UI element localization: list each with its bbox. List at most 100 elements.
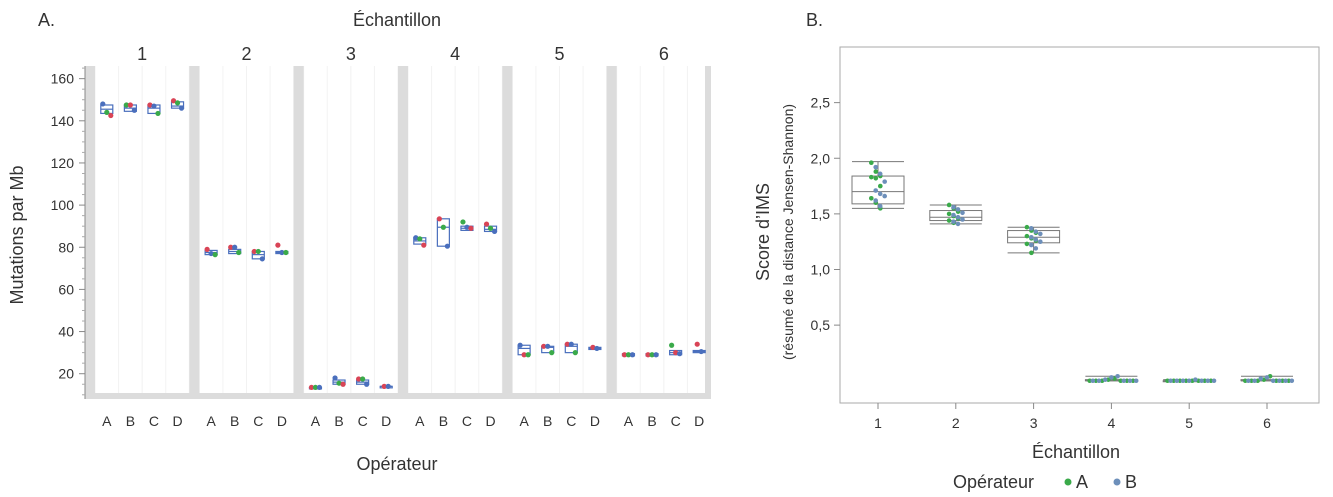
data-point <box>255 248 261 255</box>
data-point <box>251 248 257 255</box>
panel-a-right-strip <box>705 66 711 399</box>
operator-column <box>374 66 398 399</box>
y-tick-label: 60 <box>58 281 74 297</box>
panel-a-group-labels: 1 2 3 4 5 6 <box>137 44 669 64</box>
operator-column <box>247 66 270 399</box>
data-point <box>460 219 466 225</box>
operator-column <box>640 66 664 399</box>
box <box>436 218 450 247</box>
group-label: 2 <box>241 44 251 64</box>
data-point <box>873 169 879 174</box>
group-label: 6 <box>659 44 669 64</box>
x-tick-label: 3 <box>1030 415 1038 431</box>
data-point <box>336 380 342 386</box>
operator-tick-label: B <box>230 413 239 429</box>
operator-column <box>142 66 166 399</box>
data-point <box>594 345 600 352</box>
panel-b-x-axis-label: Échantillon <box>1032 442 1120 462</box>
group-label: 4 <box>450 44 460 64</box>
panel-b-legend: Opérateur A B <box>953 472 1137 492</box>
data-point <box>1029 250 1034 256</box>
data-point <box>960 210 965 216</box>
data-point <box>877 171 883 177</box>
data-point <box>951 212 956 218</box>
group-separator-band <box>398 66 408 399</box>
operator-tick-label: B <box>334 413 343 429</box>
data-point <box>1029 234 1034 240</box>
data-point <box>677 351 683 357</box>
data-point <box>951 204 956 210</box>
data-point <box>645 352 651 358</box>
operator-column <box>270 66 294 399</box>
operator-column <box>536 66 559 399</box>
data-point <box>155 110 161 117</box>
data-point <box>1211 378 1217 384</box>
data-point <box>436 216 442 222</box>
data-point <box>491 228 498 235</box>
data-point <box>572 350 578 356</box>
data-point <box>236 249 242 256</box>
data-point <box>1029 242 1034 248</box>
operator-tick-label: D <box>381 413 391 429</box>
data-point <box>127 102 133 108</box>
data-point <box>1289 378 1295 384</box>
operator-tick-label: D <box>590 413 600 429</box>
group-label: 1 <box>137 44 147 64</box>
group-separator-band <box>85 66 95 399</box>
data-point <box>360 376 366 382</box>
operator-column <box>479 66 502 399</box>
data-point <box>381 383 387 389</box>
data-point <box>955 214 961 220</box>
data-point <box>541 343 547 349</box>
operator-tick-label: C <box>358 413 368 429</box>
operator-tick-label: D <box>172 413 182 429</box>
operator-tick-label: A <box>311 413 321 429</box>
data-point <box>259 256 265 262</box>
y-tick-label: 100 <box>51 197 75 213</box>
operator-column <box>583 66 607 399</box>
data-point <box>1096 378 1102 384</box>
data-point <box>1180 378 1186 384</box>
data-point <box>208 250 214 257</box>
operator-tick-label: A <box>102 413 112 429</box>
data-point <box>232 244 238 250</box>
operator-column <box>432 66 455 399</box>
legend-marker-a <box>1064 478 1072 486</box>
operator-tick-label: B <box>543 413 552 429</box>
data-point <box>444 243 450 249</box>
data-point <box>1264 375 1270 380</box>
data-point <box>625 352 632 358</box>
data-point <box>1270 378 1276 384</box>
data-point <box>212 252 218 258</box>
panel-b-plot-frame <box>839 46 1320 404</box>
data-point <box>123 102 129 108</box>
data-point <box>1024 241 1030 247</box>
operator-tick-label: A <box>415 413 425 429</box>
data-point <box>590 344 596 350</box>
operator-column <box>687 66 711 399</box>
panel-b-y-axis-label: Score d’IMS <box>753 183 773 281</box>
x-tick-label: 6 <box>1263 415 1271 431</box>
data-point <box>104 109 110 115</box>
data-point <box>877 191 883 197</box>
data-point <box>698 348 704 355</box>
y-tick-label: 2,5 <box>811 95 831 111</box>
data-point <box>1090 378 1096 384</box>
data-point <box>649 352 655 358</box>
x-tick-label: 4 <box>1108 415 1116 431</box>
data-point <box>694 341 700 347</box>
data-point <box>621 352 628 358</box>
data-point <box>1102 377 1108 382</box>
data-point <box>1109 375 1114 380</box>
data-point <box>873 175 879 181</box>
x-tick-label: 1 <box>874 415 882 431</box>
data-point <box>955 221 961 227</box>
operator-column <box>327 66 351 399</box>
operator-tick-label: C <box>462 413 472 429</box>
data-point <box>521 352 527 358</box>
data-point <box>279 249 285 256</box>
x-tick-label: 5 <box>1185 415 1193 431</box>
panel-a-points <box>100 98 704 391</box>
